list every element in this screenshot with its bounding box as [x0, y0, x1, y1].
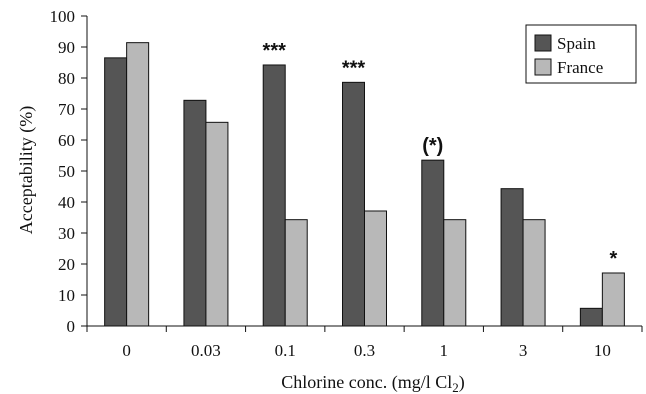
bar-france	[205, 121, 229, 327]
y-axis: 0 10 20 30 40 50 60 70 80 90 100	[50, 7, 88, 336]
y-tick-label: 40	[58, 193, 75, 212]
y-tick-label: 70	[58, 100, 75, 119]
x-tick-label: 10	[594, 341, 611, 360]
x-tick-label: 0.03	[191, 341, 221, 360]
bar-spain	[579, 307, 603, 327]
y-tick-label: 60	[58, 131, 75, 150]
y-tick-label: 50	[58, 162, 75, 181]
bar-france	[522, 219, 546, 327]
bar-spain	[262, 64, 286, 327]
bar-spain	[104, 57, 128, 327]
legend: Spain France	[525, 24, 637, 84]
y-tick-label: 10	[58, 286, 75, 305]
y-tick-label: 30	[58, 224, 75, 243]
bar-spain	[183, 99, 207, 327]
y-tick-label: 100	[50, 7, 76, 26]
x-axis: 0 0.03 0.1 0.3 1 3 10	[86, 325, 643, 360]
significance-marker: *	[609, 248, 617, 270]
y-tick-label: 80	[58, 69, 75, 88]
x-axis-title-main: Chlorine conc. (mg/l Cl	[281, 372, 452, 393]
y-tick-label: 20	[58, 255, 75, 274]
bar-france	[364, 210, 387, 327]
significance-marker: (*)	[422, 135, 443, 157]
bar-spain	[421, 159, 445, 327]
bars	[104, 42, 625, 327]
bar-france	[284, 219, 308, 327]
x-tick-label: 1	[440, 341, 449, 360]
significance-marker: ***	[263, 40, 287, 62]
legend-swatch-france	[534, 58, 552, 76]
bar-spain	[342, 81, 365, 327]
legend-label-spain: Spain	[557, 34, 596, 53]
x-axis-title-end: )	[459, 372, 465, 393]
x-tick-label: 0	[122, 341, 131, 360]
x-tick-label: 3	[519, 341, 528, 360]
significance-marker: ***	[342, 57, 366, 79]
bar-france	[443, 219, 467, 327]
bar-france	[126, 42, 150, 327]
x-axis-title: Chlorine conc. (mg/l Cl2)	[281, 372, 464, 394]
x-tick-label: 0.3	[354, 341, 375, 360]
bar-spain	[500, 188, 524, 327]
significance-annotations: *** *** (*) *	[263, 40, 618, 270]
legend-swatch-spain	[534, 34, 552, 52]
y-tick-label: 0	[67, 317, 76, 336]
x-tick-label: 0.1	[275, 341, 296, 360]
x-axis-title-subscript: 2	[452, 380, 459, 394]
legend-label-france: France	[557, 58, 603, 77]
bar-france	[601, 272, 625, 327]
y-tick-label: 90	[58, 38, 75, 57]
y-axis-title: Acceptability (%)	[16, 106, 37, 234]
